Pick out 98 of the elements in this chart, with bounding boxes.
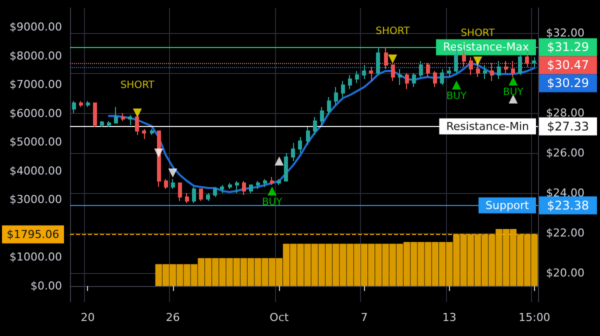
point <box>274 156 284 166</box>
candlestick <box>79 100 83 108</box>
text: $23.38 <box>547 198 589 212</box>
y-tick-label: $1000.00 <box>10 250 62 264</box>
candlestick <box>440 68 444 86</box>
candlestick <box>142 128 146 140</box>
data-label: SHORT <box>376 26 411 37</box>
candlestick <box>419 60 423 78</box>
data-label: SHORT <box>120 80 156 91</box>
x-tick-label: 7 <box>360 311 368 324</box>
candlestick <box>518 52 522 76</box>
candlestick <box>135 116 139 136</box>
candlestick <box>298 136 302 154</box>
candlestick <box>128 114 132 126</box>
candlestick <box>483 64 487 80</box>
candlestick <box>114 106 118 124</box>
x-tick-label: 15:00 <box>518 311 550 324</box>
x-tick-label: 26 <box>166 311 180 324</box>
ref-line-label: Resistance-Min <box>446 120 530 133</box>
candlestick <box>270 176 274 186</box>
candlestick <box>433 70 437 88</box>
point <box>388 54 398 64</box>
candlestick <box>405 72 409 90</box>
candlestick <box>369 66 373 82</box>
point <box>168 168 178 178</box>
candlestick <box>213 186 217 198</box>
x-tick-label: 20 <box>80 311 95 324</box>
text: $27.33 <box>547 119 589 134</box>
y-tick-label: $9000.00 <box>10 20 62 34</box>
candlestick <box>412 72 416 88</box>
candlestick <box>171 178 175 190</box>
candlestick <box>178 182 182 202</box>
candlestick <box>320 106 324 126</box>
ref-line-label: Support <box>486 198 530 212</box>
candlestick <box>228 182 232 190</box>
x-tick-label: Oct <box>270 311 290 324</box>
point <box>452 80 461 90</box>
candlestick <box>263 178 267 188</box>
candlestick <box>291 142 295 162</box>
candlestick <box>277 178 281 186</box>
candlestick <box>164 178 168 190</box>
candlestick <box>72 100 76 114</box>
y2-tick-label: $22.00 <box>546 226 584 240</box>
candlestick <box>121 112 125 122</box>
data-label: BUY <box>503 87 524 98</box>
candlestick <box>447 66 451 78</box>
candlestick <box>334 86 338 106</box>
candlestick <box>107 120 111 128</box>
candlestick <box>249 184 253 194</box>
data-label: SHORT <box>460 28 496 39</box>
candlestick <box>100 120 104 128</box>
y-tick-label: $7000.00 <box>10 78 62 92</box>
point <box>268 186 277 196</box>
y-tick-label: $4000.00 <box>10 164 62 178</box>
candlestick <box>256 180 260 190</box>
y-tick-label: $8000.00 <box>10 49 62 62</box>
candlestick <box>86 100 90 108</box>
candlestick <box>235 180 239 194</box>
candlestick <box>341 80 345 98</box>
y-tick-label: $3000.00 <box>10 193 62 206</box>
y2-tick-label: $20.00 <box>546 266 584 280</box>
candlestick <box>313 116 317 136</box>
candlestick <box>532 56 536 68</box>
y-tick-label: $0.00 <box>30 280 62 293</box>
text: $1795.06 <box>6 228 60 241</box>
y2-tick-label: $32.00 <box>546 26 584 40</box>
point <box>508 76 518 86</box>
candlestick <box>185 192 189 204</box>
candlestick <box>284 152 288 182</box>
text: $31.29 <box>547 40 589 54</box>
candlestick <box>306 126 310 146</box>
data-label: BUY <box>446 91 468 102</box>
y-tick-label: $5000.00 <box>10 136 62 149</box>
candlestick <box>327 96 331 116</box>
point <box>132 108 142 118</box>
text: $30.47 <box>547 58 589 72</box>
candlestick <box>355 70 359 84</box>
candlestick <box>348 74 352 90</box>
candlestick <box>206 192 210 202</box>
candlestick <box>150 128 154 136</box>
ref-line-label: Resistance-Max <box>443 40 530 54</box>
candlestick <box>192 186 196 204</box>
text: $30.29 <box>547 76 589 90</box>
y-tick-label: $6000.00 <box>10 106 62 120</box>
candlestick <box>220 184 224 194</box>
candlestick <box>497 60 501 80</box>
point <box>473 56 482 66</box>
candlestick <box>398 68 402 86</box>
y2-tick-label: $24.00 <box>546 186 584 200</box>
candlestick <box>93 102 97 128</box>
y2-tick-label: $28.00 <box>546 106 584 120</box>
y2-tick-label: $26.00 <box>546 146 584 160</box>
candlestick <box>376 46 380 76</box>
candlestick <box>199 188 203 202</box>
candlestick <box>242 180 246 196</box>
point <box>154 148 164 158</box>
x-tick-label: 13 <box>442 311 456 324</box>
candlestick <box>362 64 366 80</box>
